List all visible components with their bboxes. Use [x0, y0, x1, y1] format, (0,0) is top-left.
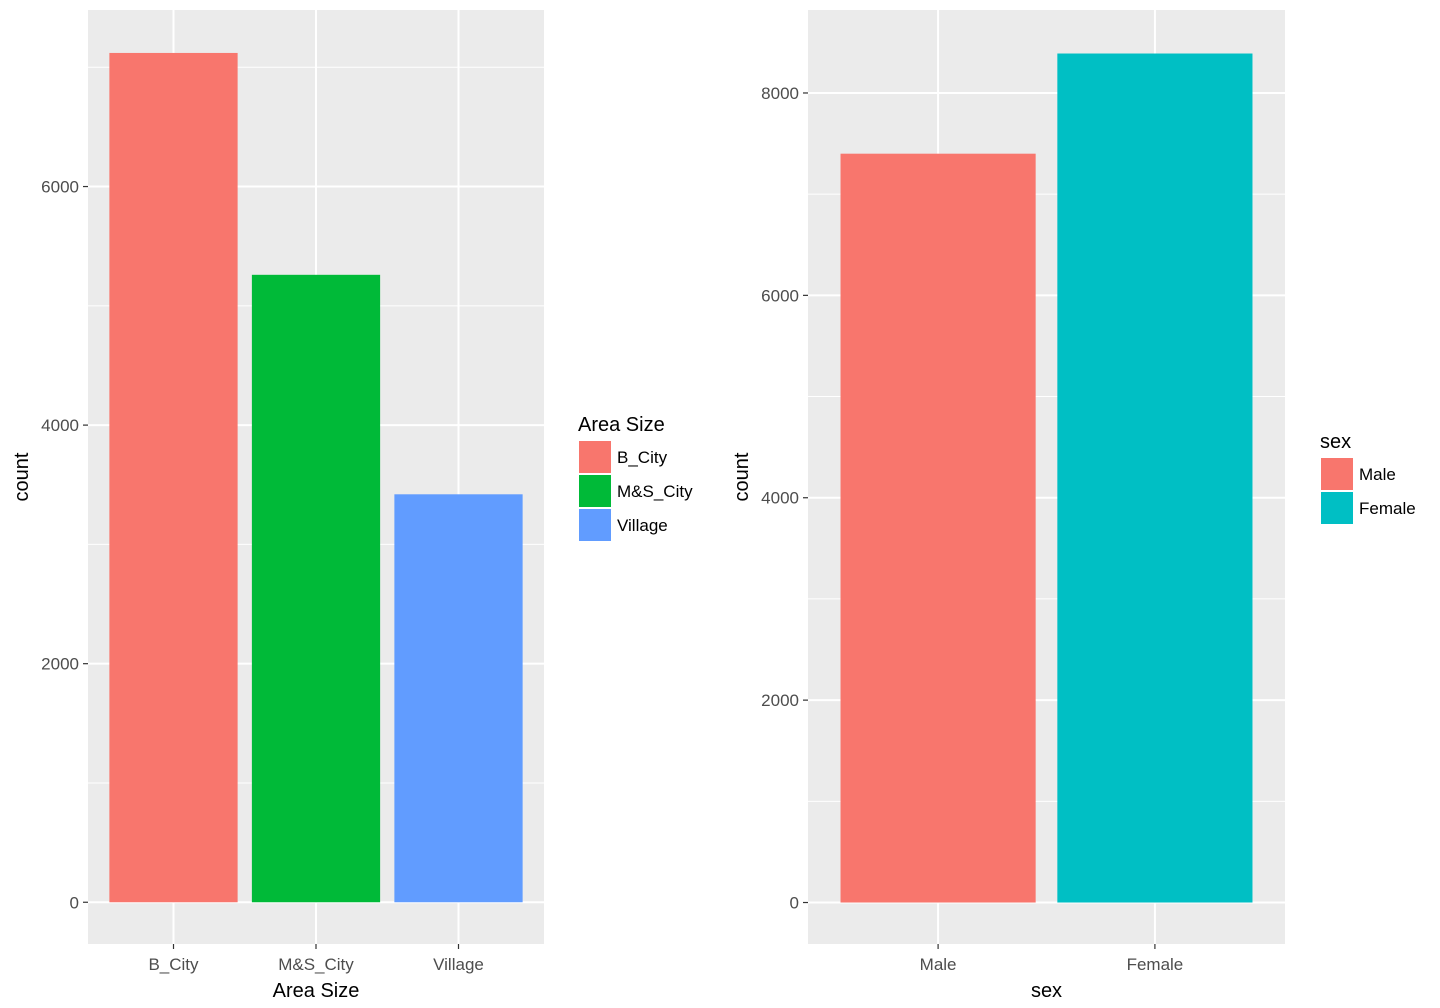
bars	[109, 52, 523, 903]
area-size-chart: 0 2000 4000 6000 B_City M&S_City Village Area…	[11, 10, 693, 1002]
y-axis-title: count	[731, 452, 753, 501]
legend-label: M&S_City	[617, 482, 693, 501]
legend-label: Male	[1359, 465, 1396, 484]
bar-male	[840, 153, 1036, 903]
legend-items: B_City M&S_City Village	[579, 441, 693, 541]
legend: sex Male Female	[1320, 431, 1416, 524]
x-tick-label: Male	[920, 955, 957, 974]
y-tick-label: 0	[790, 894, 799, 913]
legend-title: sex	[1320, 431, 1351, 453]
legend-label: B_City	[617, 448, 668, 467]
bar-b-city	[109, 52, 238, 903]
sex-chart: 0 2000 4000 6000 8000 Male Female sex count s…	[731, 10, 1416, 1002]
legend-key	[1321, 458, 1353, 490]
x-axis-title: Area Size	[273, 980, 360, 1002]
bar-village	[394, 494, 523, 903]
y-tick-label: 8000	[761, 84, 799, 103]
bars	[840, 53, 1253, 903]
legend-label: Village	[617, 516, 668, 535]
legend-key	[579, 441, 611, 473]
y-axis-title: count	[11, 452, 33, 501]
x-tick-label: Village	[433, 955, 484, 974]
bar-m-s-city	[251, 274, 381, 903]
x-tick-label: Female	[1127, 955, 1184, 974]
y-axis: 0 2000 4000 6000	[41, 178, 88, 912]
legend-key	[1321, 492, 1353, 524]
y-tick-label: 4000	[761, 489, 799, 508]
legend-key	[579, 475, 611, 507]
legend-title: Area Size	[578, 414, 665, 436]
bar-female	[1057, 53, 1253, 903]
y-tick-label: 0	[70, 893, 79, 912]
legend-label: Female	[1359, 499, 1416, 518]
x-tick-label: M&S_City	[278, 955, 354, 974]
y-tick-label: 6000	[41, 178, 79, 197]
x-axis: Male Female	[920, 944, 1184, 974]
legend-items: Male Female	[1321, 458, 1416, 524]
legend-key	[579, 509, 611, 541]
y-tick-label: 6000	[761, 286, 799, 305]
y-axis: 0 2000 4000 6000 8000	[761, 84, 808, 913]
x-tick-label: B_City	[148, 955, 199, 974]
x-axis-title: sex	[1031, 980, 1062, 1002]
y-tick-label: 2000	[761, 691, 799, 710]
y-tick-label: 4000	[41, 416, 79, 435]
x-axis: B_City M&S_City Village	[148, 944, 484, 974]
legend: Area Size B_City M&S_City Village	[578, 414, 693, 541]
y-tick-label: 2000	[41, 655, 79, 674]
